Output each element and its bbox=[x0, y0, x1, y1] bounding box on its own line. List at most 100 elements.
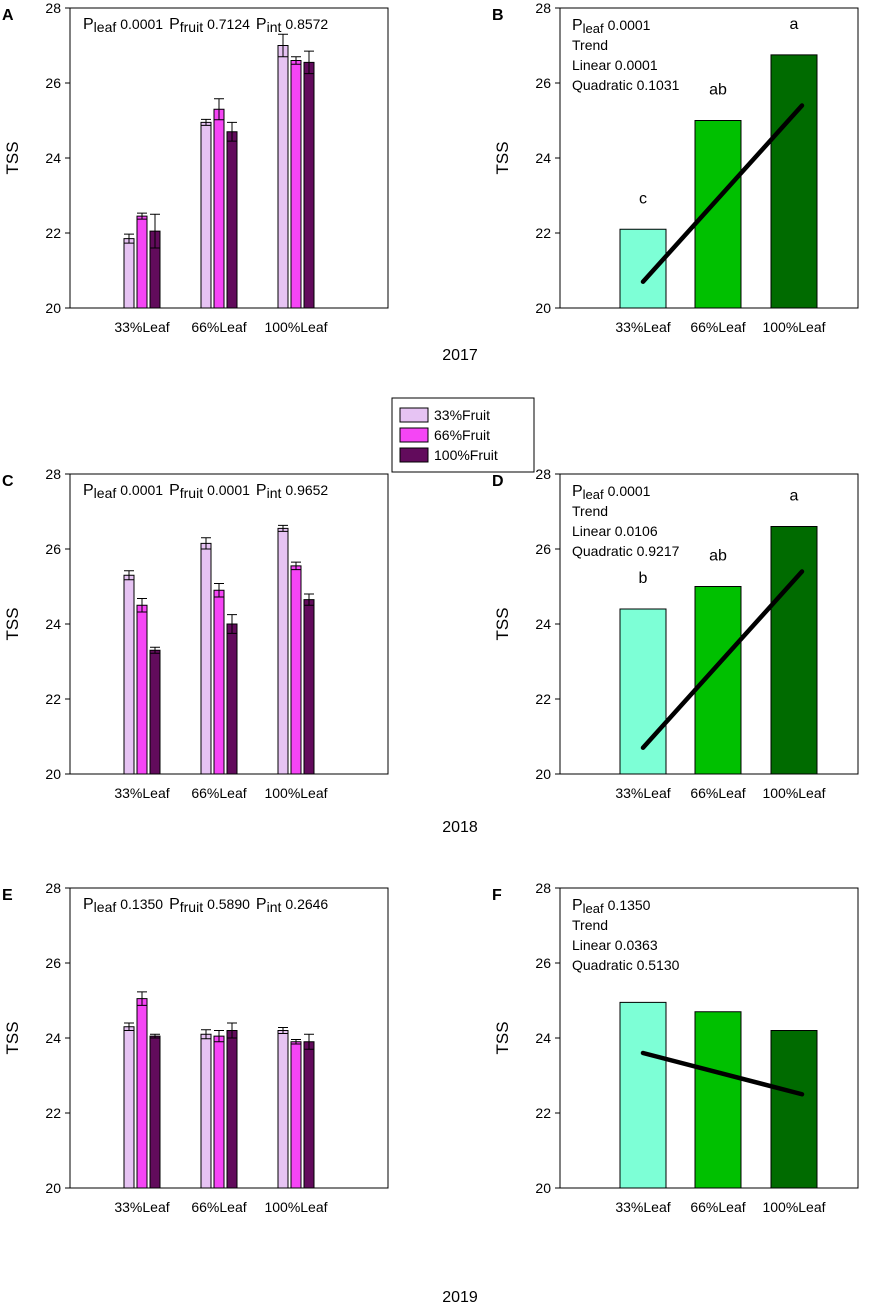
panel-e: 20 22 24 26 28 TSS E 33%Leaf 66%Leaf 100%Leaf Plea… bbox=[2, 880, 389, 1215]
panel-c: 20 22 24 26 28 TSS C 33%Leaf 66%Leaf 100%Leaf Plea… bbox=[2, 466, 389, 801]
x-tick-label: 100%Leaf bbox=[762, 785, 825, 801]
x-tick-label: 100%Leaf bbox=[762, 319, 825, 335]
bar-66pct-leaf bbox=[694, 1011, 742, 1189]
p-label: P bbox=[169, 896, 180, 913]
bar-100pct-fruit bbox=[149, 649, 161, 775]
y-tick-label: 26 bbox=[45, 541, 61, 557]
y-tick-label: 28 bbox=[535, 0, 551, 16]
y-axis-label: TSS bbox=[493, 1021, 512, 1054]
p-label: P bbox=[256, 482, 267, 499]
p-value: 0.1350 bbox=[608, 897, 651, 913]
bar-33pct-leaf bbox=[619, 228, 667, 309]
x-tick-label: 66%Leaf bbox=[690, 1199, 745, 1215]
y-tick-label: 22 bbox=[535, 1105, 551, 1121]
p-subscript: leaf bbox=[583, 901, 604, 916]
bar-33pct-fruit bbox=[200, 121, 212, 309]
bar-33pct-fruit bbox=[123, 574, 135, 775]
panel-letter: C bbox=[2, 473, 14, 490]
x-tick-label: 66%Leaf bbox=[191, 1199, 246, 1215]
y-tick-label: 20 bbox=[535, 1180, 551, 1196]
trend-heading: Trend bbox=[572, 37, 608, 53]
panel-letter: B bbox=[492, 7, 504, 24]
y-tick-label: 20 bbox=[45, 1180, 61, 1196]
bar-100pct-fruit bbox=[226, 131, 238, 309]
x-tick-label: 33%Leaf bbox=[114, 785, 169, 801]
y-tick-label: 22 bbox=[45, 691, 61, 707]
panel-letter: D bbox=[492, 473, 504, 490]
bar-66pct-fruit bbox=[136, 998, 148, 1189]
bar-100pct-fruit bbox=[226, 623, 238, 775]
p-label: P bbox=[83, 482, 94, 499]
p-value: 0.8572 bbox=[285, 16, 328, 32]
bar-100pct-fruit bbox=[303, 61, 315, 309]
bar-66pct-fruit bbox=[136, 215, 148, 309]
y-tick-label: 24 bbox=[45, 150, 61, 166]
y-tick-label: 28 bbox=[535, 466, 551, 482]
trend-line bbox=[640, 1050, 805, 1097]
p-subscript: fruit bbox=[180, 19, 203, 35]
panel-letter: F bbox=[492, 887, 502, 904]
y-tick-label: 20 bbox=[45, 300, 61, 316]
panel-f: 20 22 24 26 28 TSS F 33%Leaf 66%Leaf 100%Leaf Plea… bbox=[492, 880, 859, 1215]
panel-b: 20 22 24 26 28 TSS Bc ab a 33%Leaf 66%Leaf 100%Leaf… bbox=[492, 0, 859, 335]
p-label: P bbox=[169, 16, 180, 33]
significance-letter: b bbox=[639, 570, 648, 587]
bar-100pct-fruit bbox=[303, 1041, 315, 1189]
y-tick-label: 20 bbox=[45, 766, 61, 782]
trend-line bbox=[640, 103, 805, 284]
y-tick-label: 28 bbox=[45, 0, 61, 16]
x-tick-label: 33%Leaf bbox=[114, 1199, 169, 1215]
bar-66pct-fruit bbox=[290, 60, 302, 309]
bar-33pct-fruit bbox=[277, 45, 289, 309]
x-tick-label: 66%Leaf bbox=[191, 785, 246, 801]
linear-p: Linear 0.0001 bbox=[572, 57, 658, 73]
trend-heading: Trend bbox=[572, 503, 608, 519]
legend-swatch bbox=[399, 447, 429, 463]
p-subscript: int bbox=[267, 899, 282, 915]
y-tick-label: 26 bbox=[535, 955, 551, 971]
p-value: 0.7124 bbox=[207, 16, 250, 32]
bar-100pct-leaf bbox=[770, 1030, 818, 1189]
p-value: 0.0001 bbox=[120, 482, 163, 498]
bar-66pct-fruit bbox=[213, 108, 225, 309]
legend-swatch bbox=[399, 407, 429, 423]
y-tick-label: 26 bbox=[45, 75, 61, 91]
p-value: 0.0001 bbox=[608, 483, 651, 499]
panel-letter: E bbox=[2, 887, 13, 904]
p-leaf: Pleaf 0.0001 bbox=[572, 17, 651, 36]
legend-label: 33%Fruit bbox=[434, 407, 490, 423]
p-value: 0.9652 bbox=[285, 482, 328, 498]
quadratic-p: Quadratic 0.9217 bbox=[572, 543, 680, 559]
bar-33pct-leaf bbox=[619, 1001, 667, 1189]
y-tick-label: 22 bbox=[45, 225, 61, 241]
quadratic-p: Quadratic 0.1031 bbox=[572, 77, 680, 93]
quadratic-p: Quadratic 0.5130 bbox=[572, 957, 680, 973]
legend-label: 66%Fruit bbox=[434, 427, 490, 443]
bar-33pct-fruit bbox=[200, 1033, 212, 1189]
y-tick-label: 28 bbox=[45, 466, 61, 482]
bar-66pct-fruit bbox=[213, 589, 225, 775]
x-tick-label: 66%Leaf bbox=[191, 319, 246, 335]
y-tick-label: 24 bbox=[45, 1030, 61, 1046]
significance-letter: ab bbox=[709, 82, 727, 99]
bar-33pct-fruit bbox=[277, 527, 289, 775]
y-tick-label: 20 bbox=[535, 300, 551, 316]
p-subscript: leaf bbox=[94, 485, 117, 501]
bar-100pct-leaf bbox=[770, 54, 818, 309]
y-tick-label: 26 bbox=[535, 541, 551, 557]
p-value: 0.2646 bbox=[285, 896, 328, 912]
p-value: 0.0001 bbox=[207, 482, 250, 498]
trend-line bbox=[640, 569, 805, 750]
y-axis-label: TSS bbox=[3, 141, 22, 174]
y-tick-label: 28 bbox=[45, 880, 61, 896]
y-axis-label: TSS bbox=[493, 607, 512, 640]
p-value: 0.0001 bbox=[608, 17, 651, 33]
x-tick-label: 33%Leaf bbox=[615, 1199, 670, 1215]
p-label: P bbox=[572, 483, 583, 500]
bar-33pct-fruit bbox=[277, 1030, 289, 1189]
significance-letter: ab bbox=[709, 548, 727, 565]
p-values: Pleaf 0.0001 Pfruit 0.7124 Pint 0.8572 bbox=[83, 16, 328, 35]
p-subscript: fruit bbox=[180, 485, 203, 501]
x-tick-label: 100%Leaf bbox=[264, 785, 327, 801]
